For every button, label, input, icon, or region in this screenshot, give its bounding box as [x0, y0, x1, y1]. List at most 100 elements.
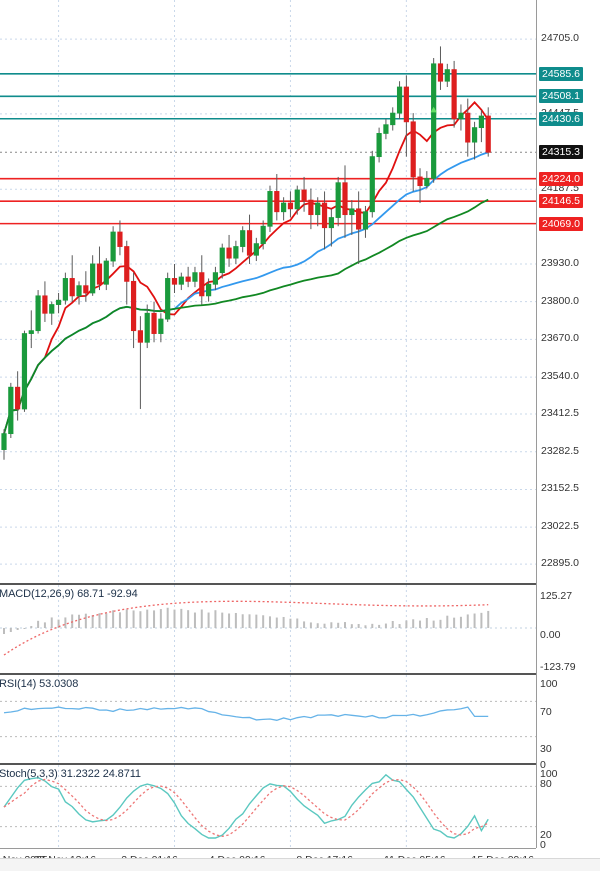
candle — [151, 312, 157, 334]
macd-histogram — [3, 607, 490, 634]
macd-plot-area[interactable] — [0, 585, 536, 673]
candle — [192, 272, 198, 282]
candle — [178, 276, 184, 285]
candle — [410, 121, 416, 178]
candle — [403, 86, 409, 123]
candle — [110, 231, 116, 262]
macd-indicator-label: MACD(12,26,9) 68.71 -92.94 — [0, 588, 138, 600]
macd-axis-tick: -123.79 — [540, 661, 576, 673]
macd-signal-line — [3, 600, 489, 656]
price-axis-tick: 23540.0 — [541, 370, 579, 383]
price-axis-tick: 23412.5 — [541, 407, 579, 420]
candle — [69, 278, 75, 297]
candle — [165, 278, 171, 320]
price-axis-tick: 23930.0 — [541, 256, 579, 269]
stoch-k-line — [3, 773, 489, 839]
price-level-label-resistance[interactable]: 24508.1 — [539, 89, 583, 104]
candle — [76, 285, 82, 297]
candle — [205, 283, 212, 297]
rsi-axis-tick: 70 — [540, 706, 552, 718]
candle — [431, 63, 437, 179]
price-axis-tick: 23152.5 — [541, 482, 579, 495]
candle — [55, 299, 62, 305]
candle — [260, 225, 266, 245]
candle — [471, 127, 478, 143]
stoch-axis-tick: 100 — [540, 768, 558, 780]
price-axis-tick: 22895.0 — [541, 557, 579, 570]
candle — [21, 333, 28, 410]
price-axis-tick: 23022.5 — [541, 520, 579, 533]
candle — [342, 182, 348, 216]
candle — [226, 247, 232, 259]
last-price-label[interactable]: 24315.3 — [539, 145, 583, 160]
rsi-panel[interactable]: RSI(14) 53.0308 — [0, 675, 536, 763]
price-chart-panel[interactable] — [0, 0, 536, 583]
candle — [451, 69, 457, 120]
price-axis-tick: 23800.0 — [541, 294, 579, 307]
candle — [233, 246, 239, 259]
bottom-strip — [0, 858, 600, 871]
macd-svg — [0, 585, 536, 673]
candle — [130, 280, 137, 332]
panel-divider-1 — [0, 583, 536, 585]
candle — [328, 217, 334, 229]
candle — [417, 176, 423, 187]
ma-slow-line — [3, 198, 489, 434]
candle — [90, 263, 96, 294]
rsi-axis-tick: 100 — [540, 678, 558, 690]
candle — [383, 124, 389, 134]
candle — [8, 386, 14, 435]
candle — [137, 330, 143, 343]
candle — [219, 247, 225, 274]
candle-series — [1, 46, 491, 460]
stoch-svg — [0, 765, 536, 848]
price-axis[interactable]: 24705.024447.524187.523930.023800.023670… — [536, 0, 600, 848]
rsi-indicator-label: RSI(14) 53.0308 — [0, 678, 79, 690]
candle — [49, 304, 55, 314]
candle — [362, 211, 369, 230]
price-level-label-support[interactable]: 24069.0 — [539, 216, 583, 231]
candle — [274, 191, 280, 213]
candle — [390, 112, 396, 126]
price-level-label-resistance[interactable]: 24430.6 — [539, 111, 583, 126]
rsi-line — [3, 706, 489, 721]
candle — [117, 231, 123, 247]
price-plot-area[interactable] — [0, 0, 536, 583]
stoch-axis-tick: 0 — [540, 839, 546, 851]
price-axis-tick: 24187.5 — [541, 182, 579, 195]
candle — [294, 189, 300, 210]
stoch-d-line — [3, 778, 489, 838]
stoch-axis-tick: 80 — [540, 778, 552, 790]
candle — [42, 295, 48, 314]
candle — [458, 112, 464, 120]
price-level-label-support[interactable]: 24146.5 — [539, 194, 583, 209]
candle — [144, 312, 150, 343]
rsi-plot-area[interactable] — [0, 675, 536, 763]
price-level-label-support[interactable]: 24224.0 — [539, 171, 583, 186]
candle — [485, 115, 491, 153]
candle — [103, 260, 109, 285]
panel-divider-2 — [0, 673, 536, 675]
price-level-label-resistance[interactable]: 24585.6 — [539, 66, 583, 81]
candle — [396, 86, 403, 114]
candle — [62, 278, 68, 301]
stoch-panel[interactable]: Stoch(5,3,3) 31.2322 24.8711 — [0, 765, 536, 848]
macd-panel[interactable]: MACD(12,26,9) 68.71 -92.94 — [0, 585, 536, 673]
price-svg — [0, 0, 536, 583]
candle — [185, 276, 191, 282]
candle — [444, 69, 450, 82]
candle — [240, 230, 246, 247]
candle — [199, 272, 205, 297]
candle — [253, 243, 259, 256]
stoch-plot-area[interactable] — [0, 765, 536, 848]
candle — [478, 115, 485, 129]
rsi-svg — [0, 675, 536, 763]
candle — [356, 208, 362, 230]
candle — [124, 246, 130, 282]
candle — [171, 278, 178, 285]
candle — [158, 318, 164, 334]
candle — [308, 199, 314, 216]
price-axis-tick: 23670.0 — [541, 332, 579, 345]
candle — [83, 285, 89, 294]
